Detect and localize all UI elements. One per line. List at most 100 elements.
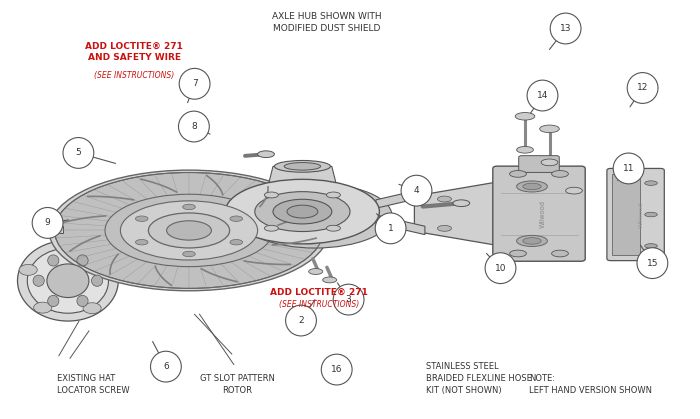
Ellipse shape — [326, 225, 340, 231]
Text: 7: 7 — [192, 79, 197, 88]
Text: 10: 10 — [495, 264, 506, 273]
Text: GT SLOT PATTERN
ROTOR: GT SLOT PATTERN ROTOR — [200, 374, 274, 395]
Polygon shape — [269, 166, 336, 183]
Ellipse shape — [645, 244, 657, 248]
Ellipse shape — [230, 216, 243, 221]
Text: ADD LOCTITE® 271: ADD LOCTITE® 271 — [270, 288, 368, 297]
Ellipse shape — [645, 212, 657, 217]
Ellipse shape — [230, 240, 243, 245]
Ellipse shape — [135, 240, 148, 245]
Text: 11: 11 — [623, 164, 634, 173]
Ellipse shape — [523, 183, 541, 190]
FancyBboxPatch shape — [493, 166, 585, 261]
Text: 13: 13 — [560, 24, 571, 33]
Ellipse shape — [265, 192, 279, 198]
Ellipse shape — [135, 216, 148, 221]
Ellipse shape — [183, 204, 195, 210]
Ellipse shape — [99, 265, 117, 276]
Ellipse shape — [401, 175, 432, 206]
Ellipse shape — [167, 221, 211, 240]
Ellipse shape — [18, 241, 118, 321]
Ellipse shape — [517, 235, 547, 246]
Ellipse shape — [552, 171, 568, 177]
Ellipse shape — [19, 264, 37, 275]
Ellipse shape — [255, 191, 350, 232]
Text: 9: 9 — [45, 218, 50, 228]
Text: 15: 15 — [647, 259, 658, 268]
Text: 16: 16 — [331, 365, 342, 374]
Ellipse shape — [523, 238, 541, 244]
Ellipse shape — [375, 213, 406, 244]
Ellipse shape — [47, 264, 89, 297]
Ellipse shape — [485, 253, 516, 284]
Text: 12: 12 — [637, 83, 648, 93]
Text: EXISTING HAT
LOCATOR SCREW: EXISTING HAT LOCATOR SCREW — [57, 374, 130, 395]
Ellipse shape — [517, 147, 533, 153]
Ellipse shape — [333, 284, 364, 315]
Ellipse shape — [309, 269, 323, 274]
Bar — [50, 226, 63, 233]
Ellipse shape — [148, 213, 230, 248]
Text: (SEE INSTRUCTIONS): (SEE INSTRUCTIONS) — [94, 72, 174, 80]
Text: 2: 2 — [298, 316, 304, 325]
Ellipse shape — [238, 184, 392, 248]
Ellipse shape — [178, 111, 209, 142]
Ellipse shape — [566, 187, 582, 194]
Text: 14: 14 — [537, 91, 548, 100]
Polygon shape — [376, 189, 425, 208]
Ellipse shape — [550, 13, 581, 44]
Ellipse shape — [179, 68, 210, 99]
Text: AXLE HUB SHOWN WITH
MODIFIED DUST SHIELD: AXLE HUB SHOWN WITH MODIFIED DUST SHIELD — [272, 12, 382, 33]
Ellipse shape — [48, 255, 59, 266]
Ellipse shape — [225, 179, 379, 244]
Ellipse shape — [27, 248, 108, 313]
Ellipse shape — [552, 250, 568, 257]
Ellipse shape — [515, 112, 535, 120]
Text: 5: 5 — [76, 148, 81, 158]
Ellipse shape — [183, 251, 195, 257]
Ellipse shape — [77, 255, 88, 266]
Ellipse shape — [34, 302, 52, 313]
Ellipse shape — [326, 192, 340, 198]
Ellipse shape — [49, 170, 329, 291]
Ellipse shape — [55, 173, 323, 288]
Ellipse shape — [60, 242, 78, 253]
Text: 3: 3 — [346, 295, 351, 304]
Ellipse shape — [517, 181, 547, 192]
FancyBboxPatch shape — [519, 155, 559, 173]
Ellipse shape — [120, 201, 258, 260]
Ellipse shape — [527, 80, 558, 111]
Ellipse shape — [510, 171, 526, 177]
Ellipse shape — [273, 199, 332, 224]
Text: STAINLESS STEEL
BRAIDED FLEXLINE HOSE
KIT (NOT SHOWN): STAINLESS STEEL BRAIDED FLEXLINE HOSE KI… — [426, 362, 531, 395]
Text: 1: 1 — [388, 224, 393, 233]
Text: ADD LOCTITE® 271
AND SAFETY WIRE: ADD LOCTITE® 271 AND SAFETY WIRE — [85, 41, 183, 62]
Text: Wilwood: Wilwood — [540, 200, 545, 228]
Text: 6: 6 — [163, 362, 169, 371]
Ellipse shape — [287, 205, 318, 218]
FancyBboxPatch shape — [607, 168, 664, 261]
Ellipse shape — [321, 354, 352, 385]
Ellipse shape — [265, 225, 279, 231]
Ellipse shape — [92, 275, 103, 286]
Ellipse shape — [284, 163, 321, 170]
Polygon shape — [376, 215, 425, 235]
Polygon shape — [414, 182, 496, 245]
Ellipse shape — [258, 151, 274, 158]
Ellipse shape — [150, 351, 181, 382]
Ellipse shape — [540, 125, 559, 133]
Ellipse shape — [510, 250, 526, 257]
Text: 8: 8 — [191, 122, 197, 131]
Ellipse shape — [438, 196, 452, 202]
Ellipse shape — [645, 181, 657, 185]
Ellipse shape — [541, 159, 558, 166]
Bar — [612, 174, 640, 255]
Ellipse shape — [323, 277, 337, 283]
Ellipse shape — [33, 275, 44, 286]
Ellipse shape — [453, 200, 470, 207]
Ellipse shape — [32, 207, 63, 238]
Text: (SEE INSTRUCTIONS): (SEE INSTRUCTIONS) — [279, 300, 359, 309]
Ellipse shape — [613, 153, 644, 184]
Ellipse shape — [438, 225, 452, 231]
Ellipse shape — [83, 303, 102, 314]
